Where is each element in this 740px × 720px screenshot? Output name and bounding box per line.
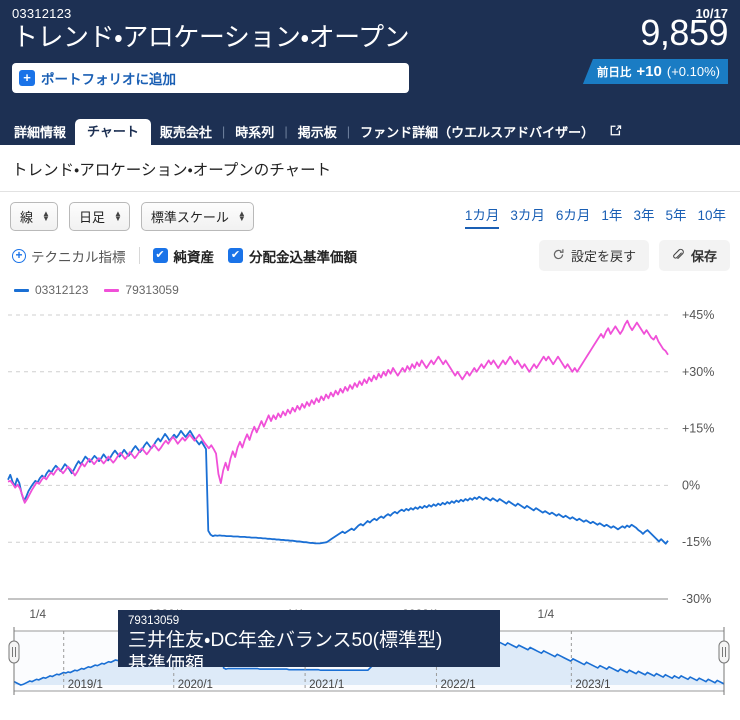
add-to-portfolio-button[interactable]: + ポートフォリオに追加 (12, 62, 410, 93)
circle-plus-icon: + (12, 248, 26, 263)
svg-text:+30%: +30% (682, 365, 714, 379)
checkbox-reinvested-nav-label: 分配金込基準価額 (249, 249, 357, 265)
checkbox-net-assets-label: 純資産 (173, 249, 215, 265)
svg-text:0%: 0% (682, 478, 700, 492)
price-chart[interactable]: +45%+30%+15%0%-15%-30%1/42020/11/42022/1… (0, 297, 740, 667)
scale-value: 標準スケール (150, 210, 229, 225)
tooltip-code: 79313059 (128, 615, 180, 627)
period-1m[interactable]: 1カ月 (464, 204, 500, 229)
change-value: +10 (636, 63, 662, 80)
chart-canvas[interactable]: +45%+30%+15%0%-15%-30%1/42020/11/42022/1… (0, 297, 740, 627)
tooltip-name: 三井住友・DC年金バランス50(標準型) (128, 629, 443, 651)
save-label: 保存 (690, 249, 717, 264)
updown-arrows-icon: ▲ ▼ (113, 209, 122, 223)
legend-item-0[interactable]: 03312123 (14, 283, 88, 297)
chart-controls-row-1: 線 ▲ ▼ 日足 ▲ ▼ 標準スケール ▲ ▼ 1カ月 3カ月 6カ月 1年 3年 5… (0, 192, 740, 231)
legend-label: 79313059 (125, 283, 179, 297)
divider (138, 247, 140, 264)
technical-indicator-button[interactable]: + テクニカル指標 (12, 246, 126, 266)
chart-action-buttons: 設定を戻す 保存 (538, 240, 730, 271)
header-top-row: 03312123 10/17 (12, 6, 728, 21)
period-5y[interactable]: 5年 (665, 208, 687, 223)
tab-chart[interactable]: チャート (75, 119, 151, 145)
fund-code: 03312123 (12, 6, 72, 21)
interval-select[interactable]: 日足 ▲ ▼ (68, 202, 130, 231)
checkbox-net-assets[interactable]: ✔ 純資産 (152, 246, 215, 266)
external-link-icon[interactable] (609, 124, 622, 140)
scale-select[interactable]: 標準スケール ▲ ▼ (140, 202, 254, 231)
save-button[interactable]: 保存 (658, 240, 730, 271)
updown-arrows-icon: ▲ ▼ (237, 209, 246, 223)
interval-value: 日足 (78, 210, 105, 225)
svg-text:-15%: -15% (682, 535, 711, 549)
svg-text:2022/1: 2022/1 (440, 679, 475, 691)
fund-title: トレンド・アロケーション・オープン (12, 22, 410, 52)
svg-text:2020/1: 2020/1 (178, 679, 213, 691)
header-date: 10/17 (695, 6, 728, 21)
legend-swatch (104, 288, 120, 292)
change-label: 前日比 (596, 67, 632, 79)
svg-text:2021/1: 2021/1 (309, 679, 344, 691)
svg-text:2019/1: 2019/1 (68, 679, 103, 691)
tab-separator: | (221, 124, 226, 139)
checkbox-reinvested-nav[interactable]: ✔ 分配金込基準価額 (228, 246, 357, 266)
svg-text:-30%: -30% (682, 592, 711, 606)
period-10y[interactable]: 10年 (697, 208, 726, 223)
navigator-handle-left[interactable] (8, 640, 20, 664)
svg-text:+15%: +15% (682, 422, 714, 436)
nav-tabs: 詳細情報 チャート 販売会社 | 時系列 | 掲示板 | ファンド詳細（ウエルス… (0, 116, 740, 145)
tooltip-extra: 基準価額 (128, 653, 205, 667)
page-header: 03312123 10/17 トレンド・アロケーション・オープン + ポートフォ… (0, 0, 740, 116)
refresh-icon (552, 248, 565, 264)
fund-price: 9,859 (640, 12, 728, 53)
tab-separator: | (346, 124, 351, 139)
header-left-column: トレンド・アロケーション・オープン + ポートフォリオに追加 (12, 21, 410, 93)
chart-options-group: + テクニカル指標 ✔ 純資産 ✔ 分配金込基準価額 (12, 246, 371, 266)
period-3m[interactable]: 3カ月 (510, 208, 545, 223)
daily-change-badge: 前日比 +10 (+0.10%) (582, 59, 728, 84)
period-1y[interactable]: 1年 (601, 208, 623, 223)
change-percent: (+0.10%) (666, 64, 720, 79)
reset-settings-label: 設定を戻す (570, 249, 636, 264)
chart-select-group: 線 ▲ ▼ 日足 ▲ ▼ 標準スケール ▲ ▼ (10, 202, 254, 231)
reset-settings-button[interactable]: 設定を戻す (538, 240, 649, 271)
tab-message-board[interactable]: 掲示板 (297, 125, 337, 140)
legend-item-1[interactable]: 79313059 (104, 283, 179, 297)
chart-type-select[interactable]: 線 ▲ ▼ (10, 202, 58, 231)
period-selector: 1カ月 3カ月 6カ月 1年 3年 5年 10年 (464, 204, 730, 229)
add-to-portfolio-label: ポートフォリオに追加 (41, 71, 176, 87)
svg-text:1/4: 1/4 (538, 607, 555, 621)
updown-arrows-icon: ▲ ▼ (42, 209, 50, 223)
navigator-handle-right[interactable] (718, 640, 730, 664)
page-title: トレンド・アロケーション・オープンのチャート (0, 145, 740, 192)
legend-label: 03312123 (35, 283, 89, 297)
header-main-row: トレンド・アロケーション・オープン + ポートフォリオに追加 9,859 前日比… (12, 15, 728, 93)
technical-indicator-label: テクニカル指標 (31, 249, 126, 265)
period-6m[interactable]: 6カ月 (555, 208, 591, 223)
tab-separator: | (284, 124, 288, 139)
header-right-column: 9,859 前日比 +10 (+0.10%) (582, 15, 728, 84)
tab-distributors[interactable]: 販売会社 (159, 125, 212, 140)
svg-text:+45%: +45% (682, 308, 714, 322)
series-tooltip: 79313059 三井住友・DC年金バランス50(標準型) 基準価額 (118, 610, 500, 667)
plus-icon: + (19, 69, 35, 86)
svg-text:1/4: 1/4 (29, 607, 46, 621)
check-icon: ✔ (152, 248, 168, 263)
check-icon: ✔ (228, 248, 243, 263)
chart-controls-row-2: + テクニカル指標 ✔ 純資産 ✔ 分配金込基準価額 設定を戻す (0, 231, 740, 271)
chart-type-value: 線 (20, 210, 34, 225)
legend-swatch (14, 288, 29, 292)
svg-text:2023/1: 2023/1 (575, 679, 610, 691)
chart-legend: 03312123 79313059 (0, 271, 740, 297)
tab-timeseries[interactable]: 時系列 (235, 125, 275, 140)
period-3y[interactable]: 3年 (633, 208, 655, 223)
tab-details[interactable]: 詳細情報 (14, 125, 67, 140)
tab-fund-detail-external[interactable]: ファンド詳細（ウエルスアドバイザー） (360, 125, 595, 140)
paperclip-icon (672, 248, 685, 264)
